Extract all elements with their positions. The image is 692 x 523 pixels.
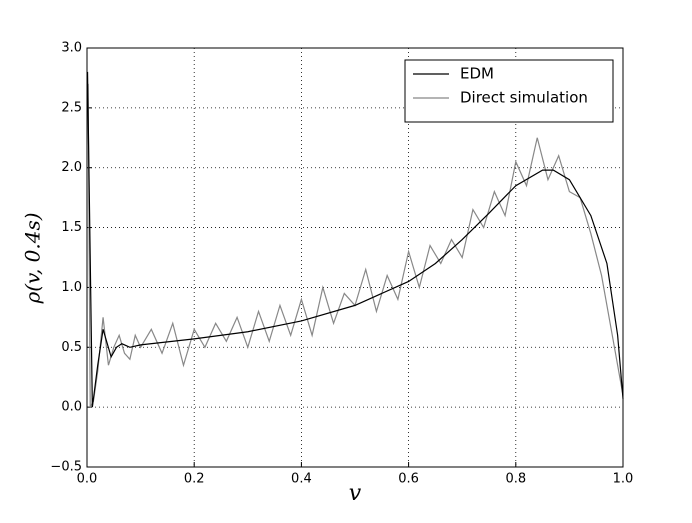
y-tick-label: 2.5	[61, 100, 82, 115]
legend-label: Direct simulation	[460, 89, 588, 107]
x-tick-label: 0.4	[291, 472, 312, 487]
legend-box	[404, 59, 614, 123]
y-tick-label: 2.0	[61, 160, 82, 175]
x-tick-label: 0.2	[184, 472, 205, 487]
y-tick-label: 0.0	[61, 400, 82, 415]
legend-label: EDM	[460, 65, 494, 83]
series-line	[86, 71, 624, 408]
x-tick-label: 0.6	[398, 472, 419, 487]
y-axis-label: ρ(v, 0.4s)	[21, 212, 45, 304]
y-tick-label: 1.0	[61, 280, 82, 295]
y-tick-label: 1.5	[61, 220, 82, 235]
x-axis-label: v	[349, 481, 362, 506]
x-tick-label: 1.0	[613, 472, 634, 487]
x-tick-label: 0.0	[77, 472, 98, 487]
y-tick-label: 0.5	[61, 340, 82, 355]
y-tick-label: −0.5	[50, 460, 82, 475]
series-line	[87, 83, 624, 408]
y-tick-label: 3.0	[61, 41, 82, 56]
plot-frame	[86, 47, 624, 468]
x-tick-label: 0.8	[505, 472, 526, 487]
